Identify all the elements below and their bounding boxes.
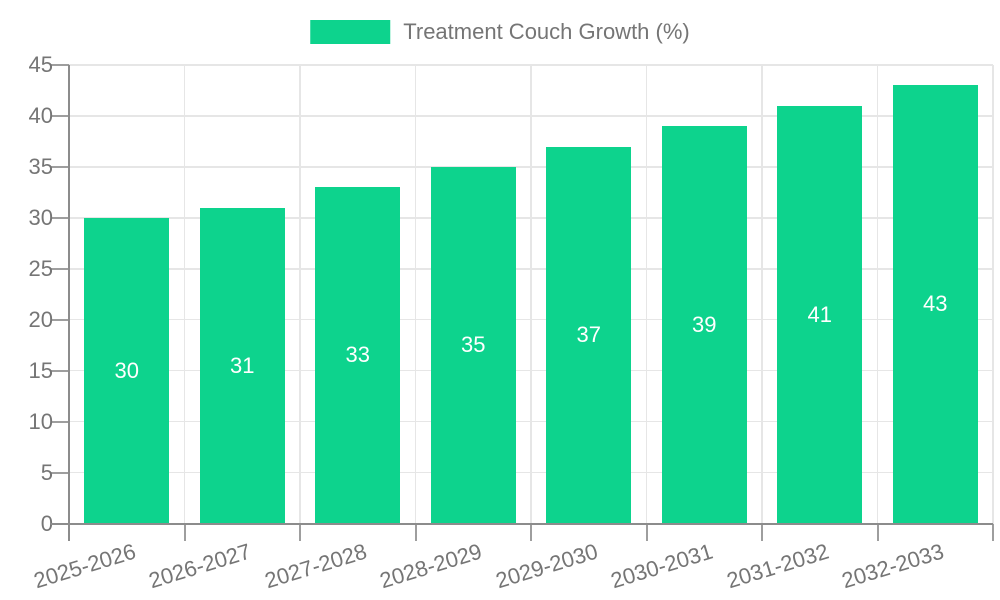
x-gridline (299, 65, 301, 524)
x-tick (876, 523, 879, 541)
y-tick-label: 40 (28, 102, 53, 128)
y-axis-line (68, 65, 70, 541)
y-tick (51, 114, 69, 117)
y-tick-label: 5 (40, 459, 53, 485)
y-tick-label: 25 (28, 255, 53, 281)
legend-label: Treatment Couch Growth (%) (403, 19, 690, 44)
bar-value-label: 35 (461, 332, 486, 358)
x-gridline (992, 65, 994, 524)
y-tick-label: 10 (28, 408, 53, 434)
x-tick (761, 523, 763, 541)
y-tick-label: 35 (28, 153, 53, 179)
x-tick-label: 2032-2033 (838, 538, 947, 594)
bar-value-label: 30 (114, 357, 139, 383)
x-tick-label: 2027-2028 (261, 538, 370, 594)
x-axis-line (51, 522, 993, 525)
y-tick (51, 369, 69, 372)
bar-value-label: 33 (345, 342, 370, 368)
x-gridline (876, 65, 879, 524)
bar[interactable]: 33 (315, 187, 401, 524)
bar[interactable]: 39 (661, 126, 747, 524)
legend: Treatment Couch Growth (%) (310, 19, 690, 45)
y-tick-label: 15 (28, 357, 53, 383)
bar[interactable]: 37 (546, 146, 632, 524)
x-tick (299, 523, 301, 541)
x-tick (645, 523, 648, 541)
x-tick (530, 523, 532, 541)
y-tick (51, 471, 69, 474)
y-tick-label: 20 (28, 306, 53, 332)
y-tick-label: 30 (28, 204, 53, 230)
x-tick (414, 523, 417, 541)
y-tick (51, 64, 69, 66)
bar[interactable]: 35 (430, 166, 516, 524)
x-gridline (761, 65, 763, 524)
x-tick-label: 2030-2031 (607, 538, 716, 594)
x-tick-label: 2031-2032 (723, 538, 832, 594)
x-tick (992, 523, 994, 541)
y-tick (51, 165, 69, 168)
y-tick-label: 0 (40, 510, 53, 536)
y-tick-label: 45 (28, 52, 53, 77)
x-gridline (645, 65, 648, 524)
y-tick (51, 267, 69, 270)
bar[interactable]: 31 (199, 207, 285, 524)
x-tick-label: 2025-2026 (30, 538, 139, 594)
bar-value-label: 43 (923, 291, 948, 317)
bar[interactable]: 30 (84, 217, 170, 524)
x-tick-label: 2028-2029 (376, 538, 485, 594)
bar-value-label: 39 (692, 311, 717, 337)
y-tick (51, 318, 69, 321)
bar-value-label: 37 (576, 321, 601, 347)
bar-value-label: 31 (230, 352, 255, 378)
bar-value-label: 41 (807, 301, 832, 327)
x-tick-label: 2026-2027 (145, 538, 254, 594)
y-tick (51, 216, 69, 219)
x-gridline (530, 65, 532, 524)
x-tick-label: 2029-2030 (492, 538, 601, 594)
x-gridline (414, 65, 417, 524)
y-tick (51, 420, 69, 423)
x-tick (183, 523, 186, 541)
x-gridline (183, 65, 186, 524)
bar[interactable]: 43 (892, 85, 978, 524)
bar[interactable]: 41 (777, 105, 863, 524)
legend-swatch[interactable] (310, 20, 391, 44)
